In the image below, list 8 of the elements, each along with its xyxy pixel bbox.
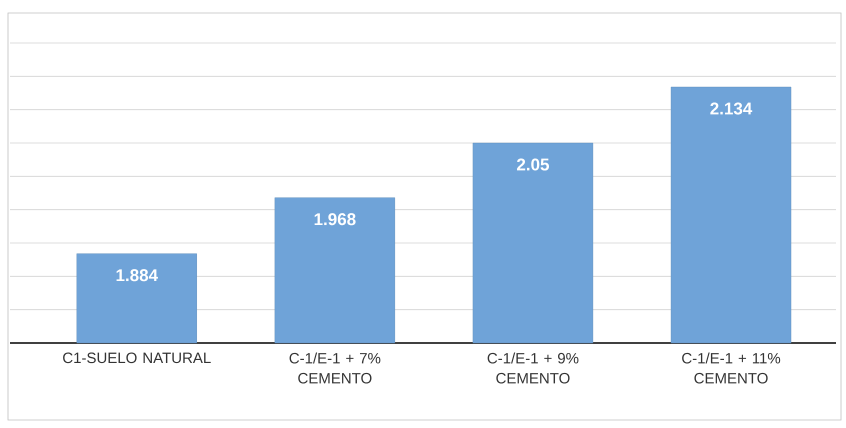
x-tick-label: C-1/E-1 + 11% CEMENTO (682, 352, 780, 384)
x-tick-label: C-1/E-1 + 7% CEMENTO (290, 352, 380, 384)
data-label: 1.968 (314, 213, 356, 226)
data-label: 1.884 (116, 269, 158, 282)
x-tick-label: C-1/E-1 + 9% CEMENTO (488, 352, 578, 384)
data-label: 2.05 (516, 158, 550, 171)
x-tick-label: C1-SUELO NATURAL (63, 352, 211, 364)
data-label: 2.134 (710, 102, 752, 115)
